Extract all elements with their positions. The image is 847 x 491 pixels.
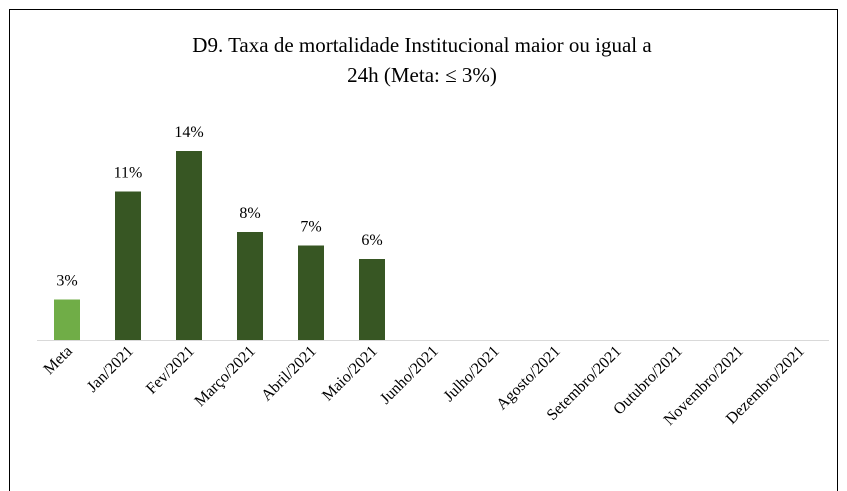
data-label: 3% (56, 273, 77, 290)
chart-title: 24h (Meta: ≤ 3%) (347, 63, 497, 87)
data-label: 8% (239, 205, 260, 222)
data-label: 6% (361, 232, 382, 249)
data-label: 7% (300, 219, 321, 236)
bar (359, 259, 385, 340)
chart-frame (9, 9, 838, 491)
bar (176, 151, 202, 340)
data-label: 14% (174, 124, 203, 141)
bar (115, 191, 141, 340)
bar (298, 245, 324, 340)
bar (237, 232, 263, 340)
data-label: 11% (114, 165, 143, 182)
bar (54, 299, 80, 340)
chart-title: D9. Taxa de mortalidade Institucional ma… (192, 33, 652, 57)
